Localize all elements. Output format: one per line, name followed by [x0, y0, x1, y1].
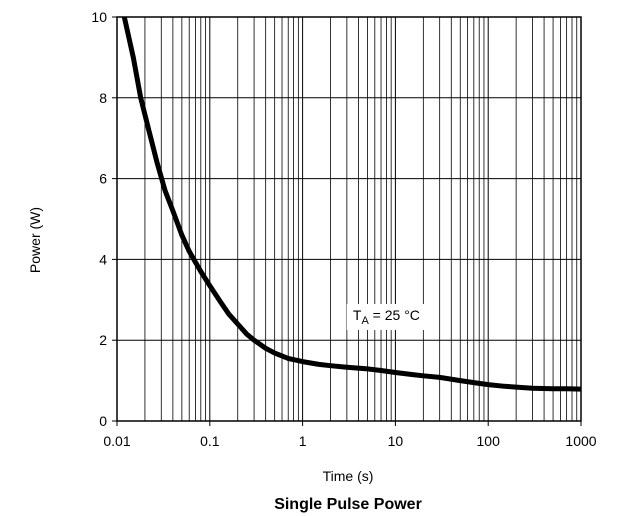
- annotation-suffix: = 25 °C: [369, 307, 420, 323]
- y-tick-label: 10: [91, 9, 107, 25]
- chart-title: Single Pulse Power: [274, 496, 422, 513]
- tick-labels: 0.01 0.1 1 10 100 1000 0 2 4 6 8 10: [91, 9, 596, 449]
- y-tick-label: 4: [99, 251, 107, 267]
- temperature-annotation: TA = 25 °C: [346, 304, 426, 330]
- annotation-subscript: A: [361, 315, 369, 327]
- power-curve: [121, 16, 582, 392]
- y-axis-label: Power (W): [27, 207, 43, 273]
- y-tick-label: 2: [99, 332, 107, 348]
- x-tick-label: 100: [477, 433, 501, 449]
- x-axis-label: Time (s): [323, 468, 374, 484]
- x-tick-label: 0.1: [200, 433, 220, 449]
- annotation-text: TA = 25 °C: [353, 307, 420, 327]
- annotation-prefix: T: [353, 307, 362, 323]
- x-tick-label: 10: [388, 433, 404, 449]
- series-layer: [121, 16, 582, 392]
- x-tick-label: 1000: [565, 433, 596, 449]
- plot-frame: [116, 16, 582, 422]
- x-tick-label: 0.01: [103, 433, 130, 449]
- annotation-background: [346, 304, 426, 330]
- y-tick-label: 0: [99, 413, 107, 429]
- y-tick-label: 8: [99, 90, 107, 106]
- x-tick-label: 1: [299, 433, 307, 449]
- y-tick-label: 6: [99, 171, 107, 187]
